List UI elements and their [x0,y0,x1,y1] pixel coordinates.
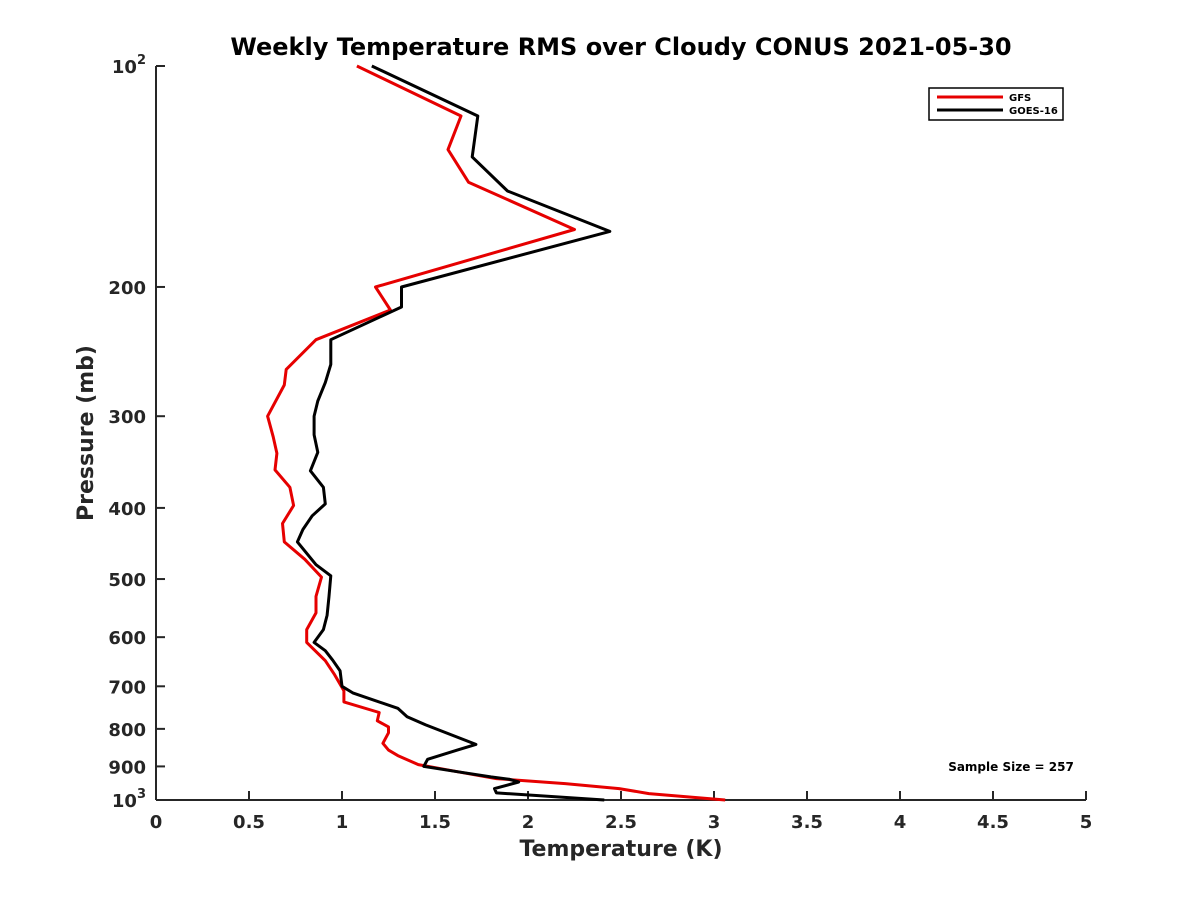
y-tick-label: 800 [108,720,146,741]
sample-size-annotation: Sample Size = 257 [948,760,1074,774]
y-tick-label: 700 [108,677,146,698]
axes [155,66,1086,801]
y-tick-exponent: 2 [137,53,146,68]
x-axis-ticks: 0 0.5 1 1.5 2 2.5 3 3.5 4 4.5 5 [150,791,1093,833]
x-tick-label: 2.5 [605,812,637,833]
x-tick-label: 3.5 [791,812,823,833]
chart-title: Weekly Temperature RMS over Cloudy CONUS… [230,33,1011,61]
y-axis-label: Pressure (mb) [74,345,99,521]
y-tick-label: 102 [112,53,146,78]
x-tick-label: 0.5 [233,812,265,833]
y-tick-label: 500 [108,570,146,591]
series-line-gfs [266,64,726,802]
legend-label: GFS [1009,93,1031,104]
x-tick-label: 1 [336,812,349,833]
data-series [266,64,726,802]
x-tick-label: 5 [1080,812,1093,833]
y-tick-label: 400 [108,499,146,520]
legend-box [928,87,1064,121]
x-axis-label: Temperature (K) [519,837,722,862]
y-tick-label: 200 [108,278,146,299]
y-tick-exponent: 3 [137,787,146,802]
legend: GFS GOES-16 [928,87,1064,121]
series-line-goes-16 [295,64,612,802]
x-tick-label: 2 [522,812,535,833]
y-tick-label: 300 [108,407,146,428]
x-tick-label: 4.5 [977,812,1009,833]
y-axis-ticks: 102 200 300 400 500 600 700 800 900 103 [108,53,165,812]
x-tick-label: 3 [708,812,721,833]
x-tick-label: 4 [894,812,907,833]
x-tick-label: 1.5 [419,812,451,833]
x-tick-label: 0 [150,812,163,833]
y-tick-label: 900 [108,757,146,778]
y-tick-label: 103 [112,787,146,812]
legend-label: GOES-16 [1009,106,1058,117]
y-tick-label: 600 [108,628,146,649]
